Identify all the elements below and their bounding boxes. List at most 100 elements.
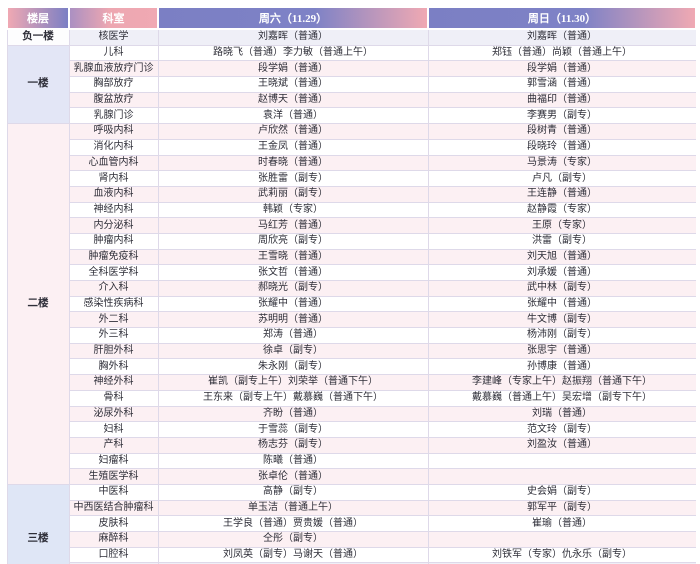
saturday-cell: 陈曦（普通） — [157, 452, 429, 470]
dept-cell: 乳腺门诊 — [68, 107, 159, 125]
dept-cell: 神经外科 — [68, 374, 159, 391]
floor-cell: 负一楼 — [6, 28, 70, 46]
table-row: 乳腺血液放疗门诊 段学娟（普通） 段学娟（普通） — [7, 60, 696, 78]
sunday-cell — [427, 452, 696, 470]
sunday-cell: 孙博康（普通） — [427, 358, 696, 376]
table-row: 三楼 中医科 高静（副专） 史会娟（副专） — [6, 483, 696, 564]
table-row: 口腔科 刘凤英（副专）马谢天（普通） 刘铁军（专家）仇永乐（副专） — [7, 546, 696, 564]
table-row: 神经内科 韩颖（专家） 赵静霞（专家） — [7, 201, 696, 219]
dept-cell: 胸部放疗 — [68, 76, 159, 93]
saturday-cell: 郝晓光（副专） — [157, 280, 429, 297]
sunday-cell: 刘盈汝（普通） — [427, 436, 696, 454]
sunday-cell: 李赛男（副专） — [427, 107, 696, 125]
saturday-cell: 张耀中（普通） — [157, 295, 429, 313]
sunday-cell: 李建峰（专家上午）赵振翔（普通下午） — [427, 374, 696, 391]
table-row: 内分泌科 马红芳（普通） 王原（专家） — [7, 217, 696, 234]
sunday-cell: 戴慕巍（普通上午）吴宏增（副专下午） — [427, 389, 696, 407]
table-row: 乳腺门诊 袁洋（普通） 李赛男（副专） — [7, 107, 696, 125]
table-row: 消化内科 王金凤（普通） 段晓玲（普通） — [7, 138, 696, 156]
sunday-cell: 刘天旭（普通） — [427, 248, 696, 266]
table-row: 血液内科 武莉丽（副专） 王连静（普通） — [7, 185, 696, 203]
saturday-cell: 苏明明（普通） — [157, 311, 429, 329]
saturday-cell: 朱永刚（副专） — [157, 358, 429, 376]
sunday-cell: 刘瑞（普通） — [427, 405, 696, 423]
sunday-cell: 赵静霞（专家） — [427, 201, 696, 219]
dept-cell: 肾内科 — [68, 170, 159, 187]
sunday-cell: 史会娟（副专） — [427, 483, 696, 501]
sunday-cell — [427, 531, 696, 548]
sunday-cell: 张思宇（普通） — [427, 342, 696, 360]
sunday-cell: 杨沛刚（副专） — [427, 327, 696, 344]
saturday-cell: 韩颖（专家） — [157, 201, 429, 219]
saturday-cell: 马红芳（普通） — [157, 217, 429, 234]
sunday-cell: 张耀中（普通） — [427, 295, 696, 313]
dept-cell: 妇瘤科 — [68, 452, 159, 470]
dept-cell: 介入科 — [68, 280, 159, 297]
dept-cell: 呼吸内科 — [68, 123, 159, 140]
sunday-cell: 郭雪涵（普通） — [427, 76, 696, 93]
saturday-cell: 王雪晓（普通） — [157, 248, 429, 266]
saturday-cell: 张文哲（普通） — [157, 264, 429, 281]
sunday-cell: 段晓玲（普通） — [427, 138, 696, 156]
table-row: 介入科 郝晓光（副专） 武中林（副专） — [7, 280, 696, 297]
sunday-cell: 崔瑜（普通） — [427, 515, 696, 532]
table-row: 肿瘤内科 周欣亮（副专） 洪雷（副专） — [7, 232, 696, 250]
dept-cell: 泌尿外科 — [68, 405, 159, 423]
dept-cell: 生殖医学科 — [68, 468, 159, 485]
dept-cell: 消化内科 — [68, 138, 159, 156]
table-row: 感染性疾病科 张耀中（普通） 张耀中（普通） — [7, 295, 696, 313]
sunday-cell: 牛文博（副专） — [427, 311, 696, 329]
saturday-cell: 郑涛（普通） — [157, 327, 429, 344]
table-header: 楼层 科室 周六（11.29） 周日（11.30） — [6, 6, 696, 30]
saturday-cell: 刘凤英（副专）马谢天（普通） — [157, 546, 429, 564]
saturday-cell: 段学娟（普通） — [157, 60, 429, 78]
table-row: 心血管内科 时春晓（普通） 马景涛（专家） — [7, 154, 696, 172]
sunday-cell: 洪雷（副专） — [427, 232, 696, 250]
table-row: 肝胆外科 徐卓（副专） 张思宇（普通） — [7, 342, 696, 360]
dept-cell: 神经内科 — [68, 201, 159, 219]
table-row: 皮肤科 王学良（普通）贾贵媛（普通） 崔瑜（普通） — [7, 515, 696, 532]
sunday-cell: 曲福印（普通） — [427, 91, 696, 109]
dept-cell: 皮肤科 — [68, 515, 159, 532]
saturday-cell: 袁洋（普通） — [157, 107, 429, 125]
dept-cell: 内分泌科 — [68, 217, 159, 234]
dept-cell: 口腔科 — [68, 546, 159, 564]
sunday-cell: 郭军平（副专） — [427, 499, 696, 517]
sunday-cell: 王连静（普通） — [427, 185, 696, 203]
saturday-cell: 时春晓（普通） — [157, 154, 429, 172]
dept-cell: 感染性疾病科 — [68, 295, 159, 313]
dept-cell: 麻醉科 — [68, 531, 159, 548]
saturday-cell: 刘嘉晖（普通） — [157, 28, 429, 46]
table-row: 骨科 王东来（副专上午）戴慕巍（普通下午） 戴慕巍（普通上午）吴宏增（副专下午） — [7, 389, 696, 407]
saturday-cell: 路晓飞（普通）李力敏（普通上午） — [157, 44, 429, 62]
saturday-cell: 王学良（普通）贾贵媛（普通） — [157, 515, 429, 532]
table-row: 麻醉科 仝彤（副专） — [7, 531, 696, 548]
saturday-cell: 单玉洁（普通上午） — [157, 499, 429, 517]
table-row: 妇瘤科 陈曦（普通） — [7, 452, 696, 470]
dept-cell: 胸外科 — [68, 358, 159, 376]
saturday-cell: 高静（副专） — [157, 483, 429, 501]
header-row: 楼层 科室 周六（11.29） 周日（11.30） — [6, 6, 696, 30]
sunday-cell: 刘铁军（专家）仇永乐（副专） — [427, 546, 696, 564]
saturday-cell: 于雪蕊（副专） — [157, 421, 429, 438]
saturday-cell: 周欣亮（副专） — [157, 232, 429, 250]
saturday-cell: 张卓伦（普通） — [157, 468, 429, 485]
sunday-cell: 郑钰（普通）尚颖（普通上午） — [427, 44, 696, 62]
floor-cell: 二楼 — [6, 123, 70, 485]
dept-cell: 腹盆放疗 — [68, 91, 159, 109]
saturday-cell: 张胜雷（副专） — [157, 170, 429, 187]
table-row: 肿瘤免疫科 王雪晓（普通） 刘天旭（普通） — [7, 248, 696, 266]
sunday-cell: 马景涛（专家） — [427, 154, 696, 172]
table-row: 神经外科 崔凯（副专上午）刘荣举（普通下午） 李建峰（专家上午）赵振翔（普通下午） — [7, 374, 696, 391]
table-row: 二楼 呼吸内科 卢欣然（普通） 段树青（普通） — [6, 123, 696, 485]
dept-cell: 外三科 — [68, 327, 159, 344]
dept-cell: 妇科 — [68, 421, 159, 438]
table-row: 胸外科 朱永刚（副专） 孙博康（普通） — [7, 358, 696, 376]
table-row: 外三科 郑涛（普通） 杨沛刚（副专） — [7, 327, 696, 344]
table-row: 眼科张萌（专家）杨叶(普通上午)杜雪利（普通下午） — [7, 562, 696, 564]
saturday-cell: 仝彤（副专） — [157, 531, 429, 548]
dept-cell: 外二科 — [68, 311, 159, 329]
dept-cell: 乳腺血液放疗门诊 — [68, 60, 159, 78]
dept-cell: 心血管内科 — [68, 154, 159, 172]
sunday-cell: 武中林（副专） — [427, 280, 696, 297]
